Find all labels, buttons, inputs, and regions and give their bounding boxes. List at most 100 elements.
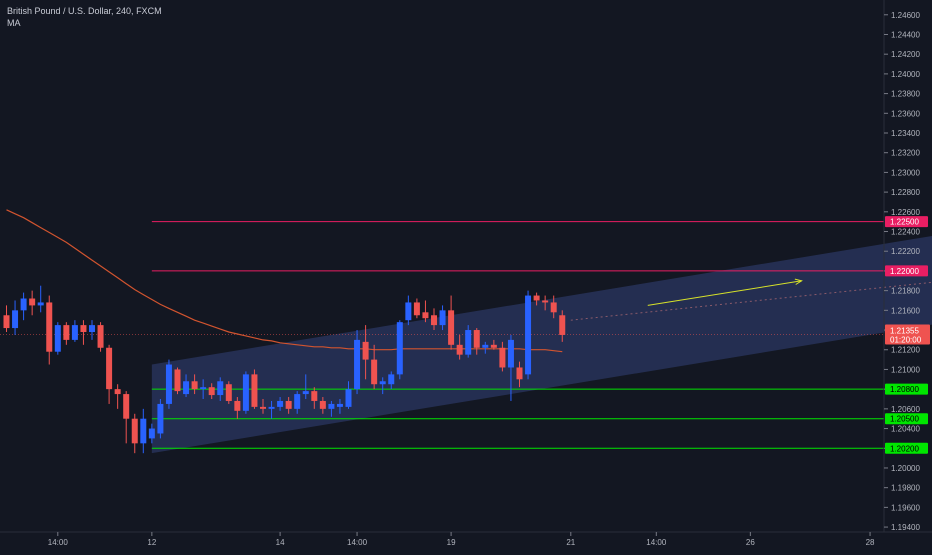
candle	[302, 374, 309, 399]
candle	[396, 320, 403, 380]
price-axis-label: 1.24400	[891, 30, 920, 39]
trend-arrow-head	[794, 278, 803, 285]
price-axis-label: 1.22600	[891, 208, 920, 217]
candle-body	[54, 325, 61, 352]
price-axis-label: 1.20400	[891, 425, 920, 434]
resistance-price-badge-bg	[885, 265, 928, 277]
ma-indicator-label[interactable]: MA	[7, 18, 21, 28]
symbol-title[interactable]: British Pound / U.S. Dollar, 240, FXCM	[7, 6, 162, 16]
support-price-badge: 1.20500	[890, 415, 919, 424]
candle-body	[225, 384, 232, 401]
candle	[311, 387, 318, 409]
candle	[388, 371, 395, 390]
candle	[217, 377, 224, 401]
candle	[439, 305, 446, 331]
candle	[448, 295, 455, 350]
candle	[413, 298, 420, 319]
candle-body	[200, 387, 207, 390]
time-axis-label: 14:00	[646, 538, 667, 547]
price-axis-label: 1.21800	[891, 287, 920, 296]
price-axis-label: 1.20000	[891, 464, 920, 473]
price-axis-label: 1.19400	[891, 523, 920, 532]
candle	[97, 322, 104, 352]
candle-body	[12, 310, 19, 329]
candle-body	[123, 394, 130, 419]
time-axis-label: 14:00	[48, 538, 69, 547]
price-axis-label: 1.23000	[891, 168, 920, 177]
candle-body	[294, 394, 301, 409]
candle-body	[97, 325, 104, 348]
time-axis-label: 19	[447, 538, 456, 547]
candle	[405, 295, 412, 326]
current-price-badge-bg	[885, 324, 930, 345]
support-price-badge-bg	[885, 442, 928, 454]
candle	[260, 399, 266, 414]
candle	[285, 397, 292, 414]
candle-body	[319, 400, 326, 409]
candle-body	[3, 315, 10, 329]
candle	[29, 290, 36, 316]
candle	[336, 399, 343, 414]
candle-body	[302, 391, 309, 395]
candle	[533, 292, 540, 306]
countdown-label: 01:20:00	[890, 335, 922, 344]
candle-body	[525, 295, 532, 375]
candle	[507, 334, 514, 401]
time-axis-label: 21	[566, 538, 575, 547]
candle-body	[217, 381, 224, 396]
time-axis-label: 12	[147, 538, 156, 547]
support-price-badge-bg	[885, 383, 928, 395]
candle-body	[559, 315, 566, 335]
price-axis-label: 1.24200	[891, 50, 920, 59]
candle-body	[405, 302, 412, 321]
candle-body	[456, 344, 463, 355]
price-axis-label: 1.21600	[891, 306, 920, 315]
candle-body	[80, 325, 87, 333]
candle	[473, 328, 480, 355]
candle	[319, 397, 326, 414]
support-price-badge-bg	[885, 413, 928, 425]
candle	[174, 367, 181, 395]
trend-arrow	[647, 280, 802, 306]
candle-body	[396, 322, 403, 375]
candle	[46, 295, 53, 365]
candle	[516, 361, 523, 388]
candle-body	[490, 344, 497, 348]
candle	[362, 325, 369, 380]
time-axis-label: 14	[276, 538, 285, 547]
candle-body	[251, 374, 258, 407]
candle	[465, 325, 472, 358]
candle-body	[448, 310, 455, 345]
support-price-badge: 1.20200	[890, 444, 919, 453]
candle	[20, 292, 27, 321]
candle-body	[140, 418, 147, 444]
resistance-price-badge-bg	[885, 216, 928, 228]
time-axis-label: 14:00	[347, 538, 368, 547]
candle-body	[439, 310, 446, 326]
candle-body	[371, 359, 378, 385]
candle-body	[388, 374, 395, 385]
price-axis-label: 1.21200	[891, 346, 920, 355]
candle-body	[20, 298, 27, 311]
candle	[550, 295, 557, 319]
candle	[114, 384, 121, 409]
candle-body	[242, 374, 249, 411]
candle	[37, 285, 44, 313]
price-axis-label: 1.22200	[891, 247, 920, 256]
candle	[242, 371, 249, 414]
candle-body	[499, 347, 506, 368]
candle	[208, 383, 215, 399]
price-axis-label: 1.21000	[891, 365, 920, 374]
candle-body	[148, 428, 155, 439]
candle	[183, 374, 190, 398]
candle-body	[533, 295, 540, 301]
candle	[234, 397, 241, 419]
candle-body	[29, 298, 36, 306]
price-axis-label: 1.23400	[891, 129, 920, 138]
candle	[525, 290, 532, 380]
candle	[422, 300, 429, 323]
resistance-price-badge: 1.22500	[890, 218, 919, 227]
